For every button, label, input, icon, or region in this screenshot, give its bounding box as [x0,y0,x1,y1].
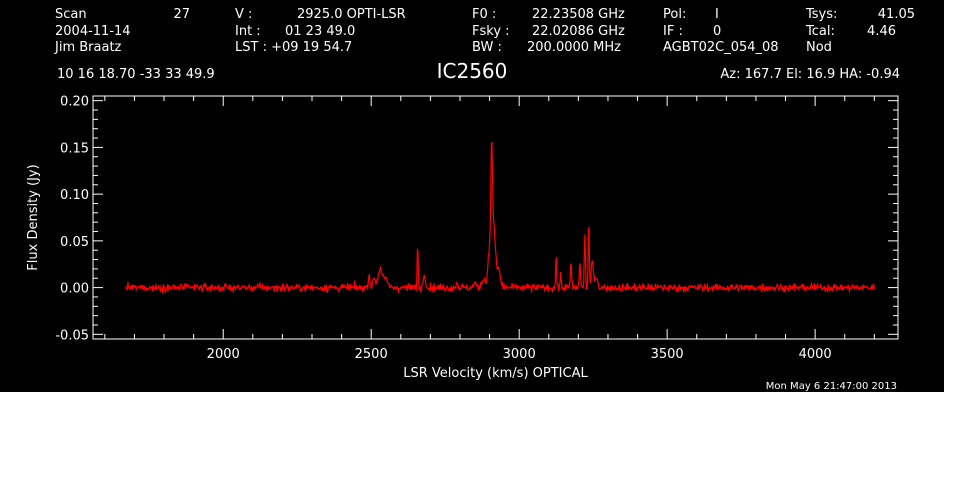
integration-value: 01 23 49.0 [285,24,355,39]
plot-window: Scan 27 2004-11-14 Jim Braatz V : 2925.0… [0,0,944,392]
velocity-value: 2925.0 OPTI-LSR [297,7,406,22]
plot-frame [92,95,899,340]
if-label: IF : [663,24,683,39]
polarization-label: Pol: [663,7,686,22]
bandwidth-label: BW : [472,40,502,55]
observing-mode: Nod [806,40,832,55]
x-tick-label: 2000 [207,347,240,362]
spectrum-layer [124,141,875,295]
bandwidth-value: 200.0000 MHz [527,40,621,55]
if-value: 0 [713,24,721,39]
velocity-label: V : [235,7,252,22]
plot-timestamp: Mon May 6 21:47:00 2013 [766,381,897,392]
tsys-label: Tsys: [805,7,837,22]
y-tick-label: 0.10 [60,188,89,203]
x-tick-label: 3500 [651,347,684,362]
y-tick-label: 0.15 [60,141,89,156]
scan-number: 27 [173,7,190,22]
spectrum-plot: Scan 27 2004-11-14 Jim Braatz V : 2925.0… [26,7,915,392]
tcal-label: Tcal: [805,24,835,39]
observer-name: Jim Braatz [54,40,122,55]
x-tick-label: 2500 [355,347,388,362]
x-tick-label: 4000 [799,347,832,362]
lst-value: LST : +09 19 54.7 [235,40,352,55]
rest-frequency-value: 22.23508 GHz [532,7,625,22]
source-name: IC2560 [437,59,508,83]
x-tick-label: 3000 [503,347,536,362]
observation-date: 2004-11-14 [55,24,131,39]
sky-frequency-value: 22.02086 GHz [532,24,625,39]
axis-ticks: 2000 2500 3000 3500 4000 -0.05 0.00 0.05 0.10 0.1… [55,95,898,362]
spectrum-line [124,141,875,295]
source-coordinates: 10 16 18.70 -33 33 49.9 [57,67,215,82]
y-axis-label: Flux Density (Jy) [26,164,41,270]
polarization-value: I [715,7,719,22]
y-tick-label: 0.05 [60,235,89,250]
y-tick-label: -0.05 [55,328,89,343]
y-tick-label: 0.20 [60,95,89,110]
telescope-pointing: Az: 167.7 El: 16.9 HA: -0.94 [720,67,900,82]
rest-frequency-label: F0 : [472,7,496,22]
scan-label: Scan [55,7,87,22]
y-tick-label: 0.00 [60,282,89,297]
x-axis-label: LSR Velocity (km/s) OPTICAL [403,366,588,381]
sky-frequency-label: Fsky : [472,24,510,39]
tsys-value: 41.05 [878,7,915,22]
project-id: AGBT02C_054_08 [663,40,779,55]
tcal-value: 4.46 [867,24,896,39]
integration-label: Int : [235,24,261,39]
